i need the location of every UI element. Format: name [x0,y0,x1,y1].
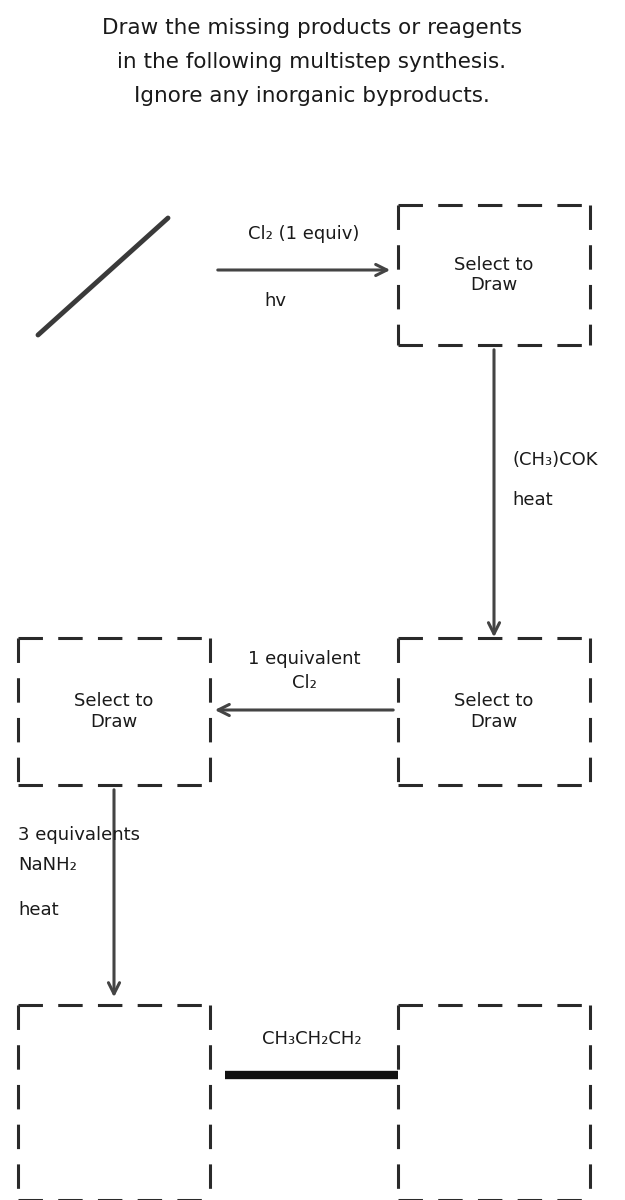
Text: 3 equivalents: 3 equivalents [18,826,140,844]
Text: Draw the missing products or reagents: Draw the missing products or reagents [102,18,522,38]
Text: Ignore any inorganic byproducts.: Ignore any inorganic byproducts. [134,86,490,106]
Text: NaNH₂: NaNH₂ [18,856,77,874]
Text: Select to
Draw: Select to Draw [454,256,534,294]
Text: heat: heat [18,901,59,919]
Text: heat: heat [512,491,552,509]
Text: Select to
Draw: Select to Draw [74,692,154,731]
Text: hv: hv [264,292,286,310]
Text: in the following multistep synthesis.: in the following multistep synthesis. [118,52,506,72]
Text: Cl₂ (1 equiv): Cl₂ (1 equiv) [248,226,360,242]
Text: Cl₂: Cl₂ [291,674,316,692]
Text: Select to
Draw: Select to Draw [454,692,534,731]
Text: 1 equivalent: 1 equivalent [248,650,360,668]
Text: CH₃CH₂CH₂: CH₃CH₂CH₂ [262,1030,362,1048]
Text: (CH₃)COK: (CH₃)COK [512,451,598,469]
